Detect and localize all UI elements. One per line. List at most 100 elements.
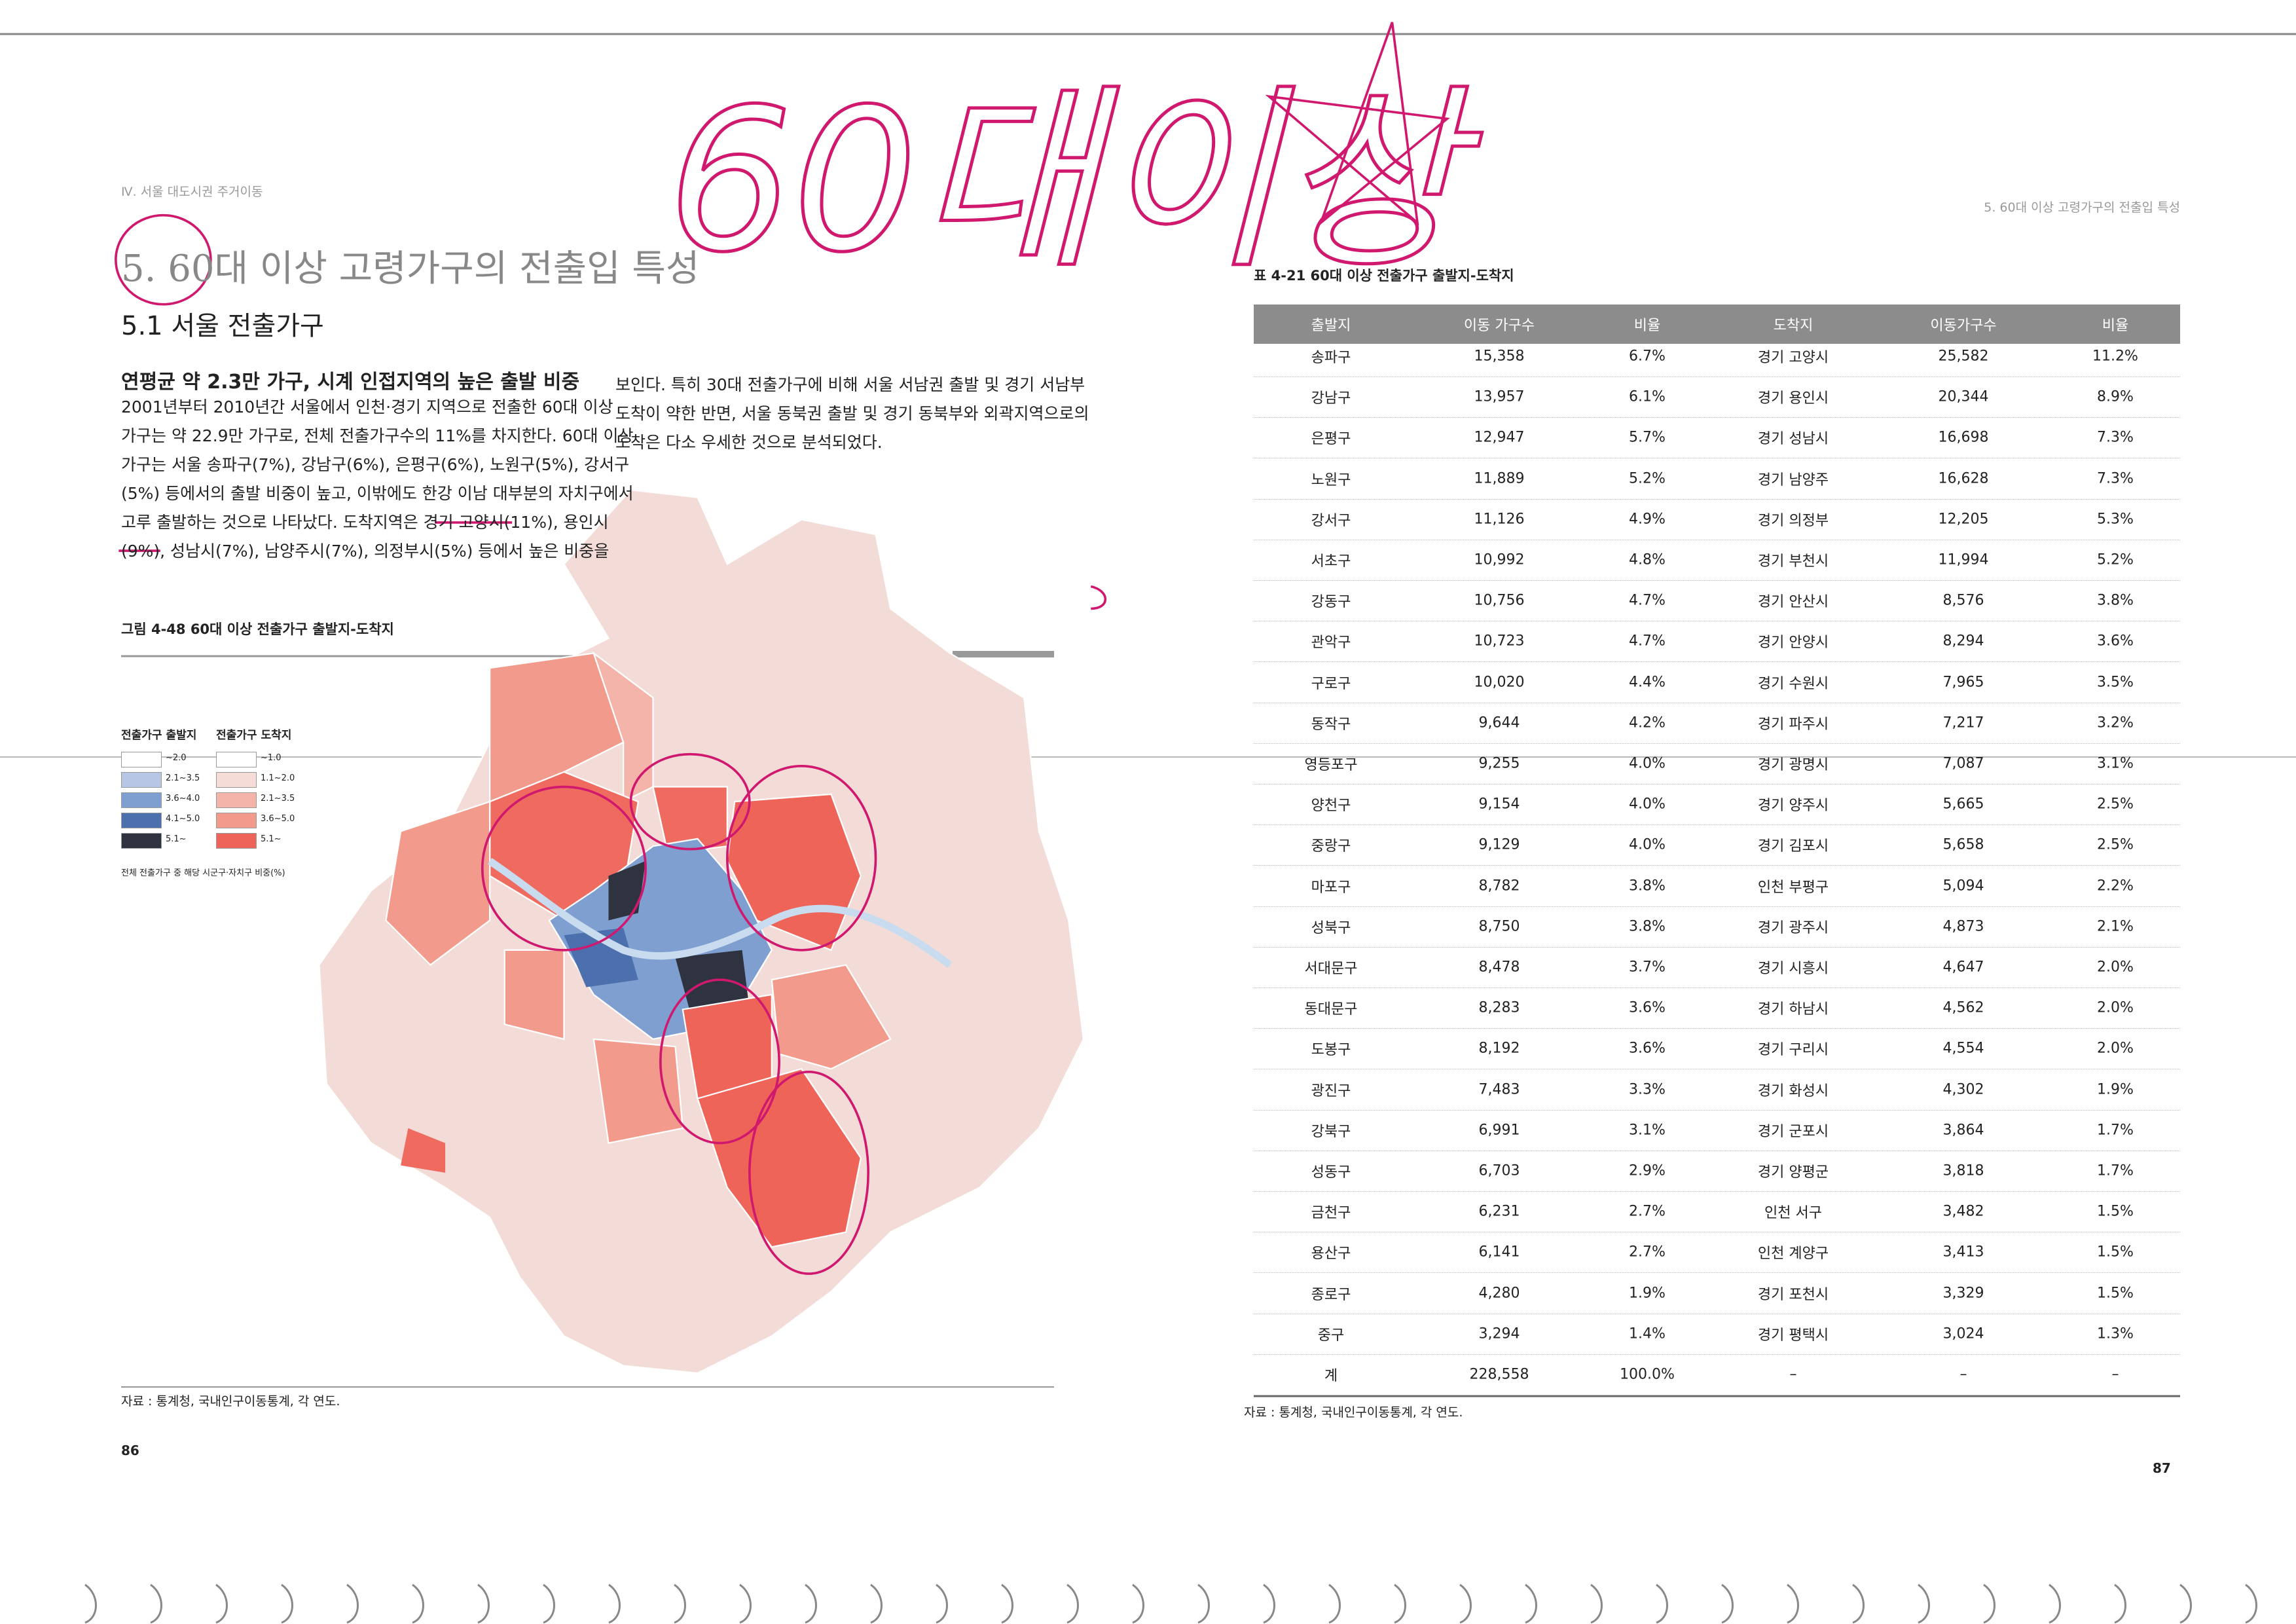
table-cell: 용산구 — [1311, 1246, 1351, 1263]
table-cell: 2.7% — [1629, 1244, 1666, 1261]
legend-label: 3.6~4.0 — [166, 794, 200, 803]
table-cell: 7,965 — [1942, 674, 1984, 691]
binding-mark — [2245, 1583, 2257, 1624]
text-line: 고루 출발하는 것으로 나타났다. 도착지역은 경기 고양시(11%), 용인시 — [121, 513, 609, 532]
table-cell: 송파구 — [1311, 350, 1351, 366]
table-cell: 8,192 — [1478, 1040, 1520, 1057]
table-cell: 5.2% — [2097, 551, 2134, 568]
table-cell: 6.7% — [1629, 348, 1666, 365]
table-cell: 경기 파주시 — [1757, 716, 1829, 733]
table-cell: 4.8% — [1629, 551, 1666, 568]
legend-swatch — [216, 833, 257, 849]
table-cell: 7.3% — [2097, 470, 2134, 487]
table-cell: 금천구 — [1311, 1205, 1351, 1222]
binding-mark — [1983, 1583, 1995, 1624]
table-cell: 10,756 — [1474, 592, 1525, 609]
table-cell: 1.5% — [2097, 1285, 2134, 1302]
table-cell: 경기 고양시 — [1757, 350, 1829, 366]
legend-swatch — [121, 752, 162, 767]
table-cell: 은평구 — [1311, 431, 1351, 448]
table-cell: 3.1% — [2097, 755, 2134, 772]
legend-title: 전출가구 도착지 — [216, 729, 292, 742]
table-cell: 경기 용인시 — [1757, 390, 1829, 407]
legend-label: 5.1~ — [166, 834, 187, 844]
table-header-cell: 도착지 — [1773, 318, 1813, 334]
table-cell: 종로구 — [1311, 1286, 1351, 1303]
chapter-title: 5. 60대 이상 고령가구의 전출입 특성 — [121, 248, 700, 290]
table-cell: 서대문구 — [1304, 961, 1358, 977]
table-cell: 5.7% — [1629, 429, 1666, 446]
table-cell: 3.8% — [2097, 592, 2134, 609]
table-cell: 11,889 — [1474, 470, 1525, 487]
table-cell: 경기 화성시 — [1757, 1082, 1829, 1099]
table-cell: 4.7% — [1629, 592, 1666, 609]
text-line: (9%), 성남시(7%), 남양주시(7%), 의정부시(5%) 등에서 높은… — [121, 542, 610, 561]
table-cell: 2.7% — [1629, 1203, 1666, 1220]
legend-label: ~1.0 — [261, 753, 282, 763]
table-cell: 경기 남양주 — [1757, 471, 1829, 489]
table-cell: 2.0% — [2097, 1040, 2134, 1057]
table-cell: 3,413 — [1942, 1244, 1984, 1261]
row-rule — [1254, 1272, 2180, 1274]
row-rule — [1254, 498, 2180, 500]
table-cell: 계 — [1324, 1368, 1338, 1384]
table-cell: 3,818 — [1942, 1162, 1984, 1179]
hand-underline — [118, 521, 513, 552]
region — [564, 927, 638, 987]
table-cell: 경기 김포시 — [1757, 838, 1829, 855]
legend-label: 1.1~2.0 — [261, 773, 295, 783]
body-text: 2001년부터 2010년간 서울에서 인천·경기 지역으로 전출한 60대 이… — [121, 393, 634, 566]
table-cell: 4,280 — [1478, 1285, 1520, 1302]
table-cell: 경기 부천시 — [1757, 553, 1829, 570]
table-cell: 경기 하남시 — [1757, 1001, 1829, 1018]
table-cell: 경기 광명시 — [1757, 757, 1829, 773]
table-cell: 1.5% — [2097, 1244, 2134, 1261]
text-line: 2001년부터 2010년간 서울에서 인천·경기 지역으로 전출한 60대 이… — [121, 397, 613, 416]
table-cell: 16,698 — [1938, 429, 1989, 446]
table-cell: 8,294 — [1942, 633, 1984, 650]
row-rule — [1254, 1109, 2180, 1111]
table-cell: 4.2% — [1629, 714, 1666, 731]
table-cell: 6,991 — [1478, 1122, 1520, 1139]
table-cell: 4,302 — [1942, 1081, 1984, 1098]
table-cell: 6.1% — [1629, 388, 1666, 405]
table-cell: 중랑구 — [1311, 838, 1351, 855]
legend-swatch — [121, 833, 162, 849]
table-header-cell: 출발지 — [1311, 318, 1351, 334]
table-cell: 마포구 — [1311, 879, 1351, 896]
table-cell: – — [2111, 1366, 2119, 1383]
table-cell: 경기 성남시 — [1757, 431, 1829, 448]
region — [592, 1038, 684, 1144]
binding-mark — [674, 1583, 686, 1624]
table-cell: 8,478 — [1478, 959, 1520, 976]
table-cell: 3.3% — [1629, 1081, 1666, 1098]
table-cell: 3,482 — [1942, 1203, 1984, 1220]
binding-mark — [739, 1583, 752, 1624]
table-cell: 성북구 — [1311, 919, 1351, 936]
binding-mark — [1066, 1583, 1079, 1624]
row-rule — [1254, 906, 2180, 907]
table-cell: 광진구 — [1311, 1082, 1351, 1099]
table-cell: 경기 포천시 — [1757, 1286, 1829, 1303]
legend-label: 5.1~ — [261, 834, 282, 844]
binding-mark — [1721, 1583, 1734, 1624]
table-cell: 강동구 — [1311, 594, 1351, 611]
region — [401, 1128, 446, 1173]
region — [592, 651, 654, 803]
binding-mark — [2049, 1583, 2061, 1624]
text-line: 도착은 다소 우세한 것으로 분석되었다. — [615, 433, 883, 452]
source: 자료 : 통계청, 국내인구이동통계, 각 연도. — [1244, 1405, 1463, 1420]
table-cell: 9,129 — [1478, 836, 1520, 853]
legend-swatch — [216, 792, 257, 808]
legend-swatch — [121, 792, 162, 808]
table-cell: 경기 구리시 — [1757, 1042, 1829, 1059]
table-cell: 13,957 — [1474, 388, 1525, 405]
table-cell: 경기 양주시 — [1757, 798, 1829, 815]
table-cell: 동작구 — [1311, 716, 1351, 733]
binding-mark — [346, 1583, 359, 1624]
table-cell: 1.9% — [2097, 1081, 2134, 1098]
handwriting — [115, 22, 1450, 1275]
hand-circle — [748, 1070, 870, 1275]
table-cell: 4.0% — [1629, 755, 1666, 772]
table-cell: 100.0% — [1620, 1366, 1675, 1383]
